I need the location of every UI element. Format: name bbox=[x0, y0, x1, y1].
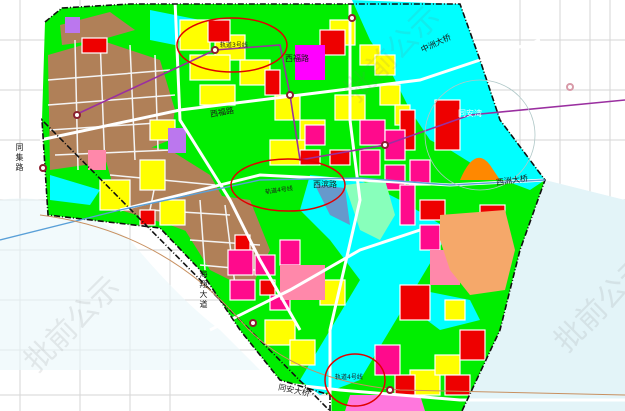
purple-block bbox=[65, 17, 80, 33]
label-road-north: 西福路 bbox=[285, 54, 309, 63]
metro-line-4 bbox=[0, 177, 546, 241]
highlight-circles bbox=[176, 17, 386, 407]
education-block bbox=[460, 157, 500, 180]
tan-residential-zone bbox=[440, 210, 515, 295]
metro-stations bbox=[39, 14, 574, 394]
mixed-use-blocks bbox=[227, 119, 441, 376]
bay-center-ring bbox=[424, 79, 536, 191]
metro-line-3 bbox=[74, 44, 625, 161]
label-metro-line-3: 轨道3号线 bbox=[220, 42, 248, 49]
planning-boundary bbox=[41, 3, 546, 411]
sea-southwest bbox=[0, 198, 260, 370]
purple-block-2 bbox=[168, 128, 186, 153]
mint-park bbox=[345, 180, 395, 240]
lilac-block bbox=[345, 395, 425, 411]
sea-southeast bbox=[460, 180, 625, 411]
label-xibin-road: 西滨路 bbox=[313, 180, 337, 189]
label-tongan-bay: 同安湾 bbox=[458, 109, 482, 118]
commercial-blocks bbox=[81, 19, 506, 396]
admin-block bbox=[295, 45, 325, 80]
label-metro-line-4-south: 轨道4号线 bbox=[335, 374, 363, 381]
label-haixiang-avenue: 海翔大道 bbox=[199, 270, 208, 310]
public-block-3 bbox=[88, 150, 106, 170]
metro-line-4-south bbox=[39, 214, 625, 396]
label-tongji-road: 同集路 bbox=[15, 143, 24, 173]
